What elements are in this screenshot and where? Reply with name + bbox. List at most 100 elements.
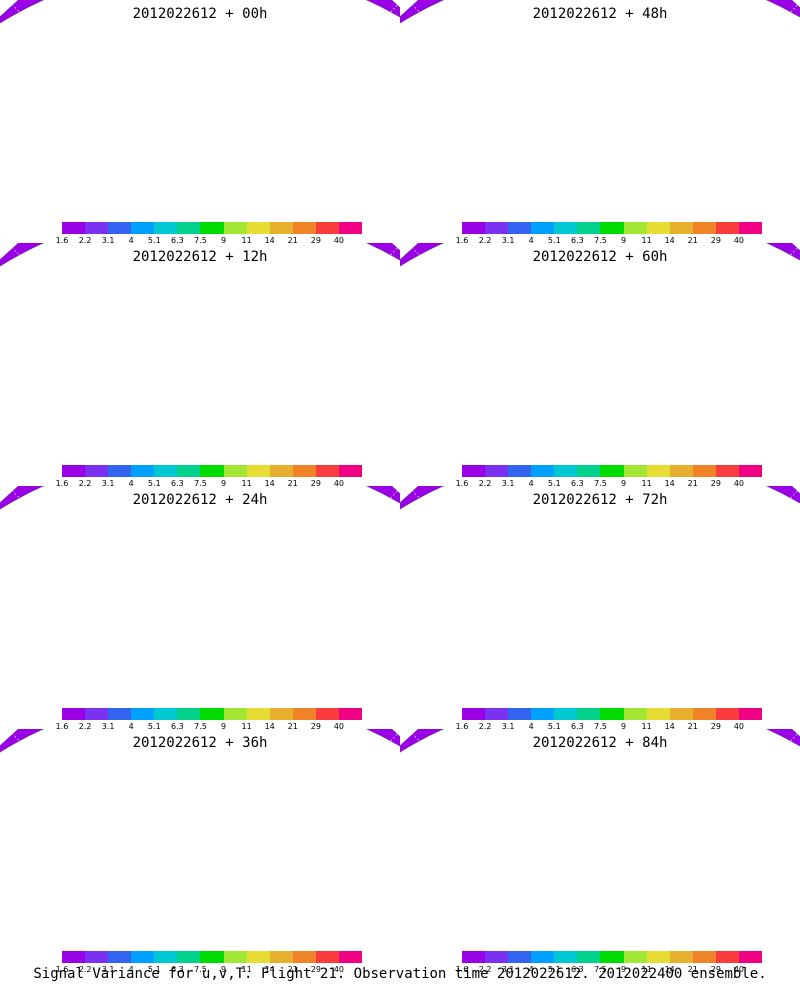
colorbar-tick-label: 9	[220, 965, 227, 974]
colorbar-labels: 1.6 2.2 3.1 4 5.1 6.3 7.5 9 11 14 21 29 40	[400, 236, 800, 246]
colorbar-swatch	[292, 222, 316, 234]
colorbar-swatch	[154, 708, 178, 720]
colorbar-swatch	[200, 708, 224, 720]
panel-title: 2012022612 + 36h	[132, 735, 268, 751]
colorbar-tick-label: 6.3	[571, 965, 584, 974]
colorbar-swatch	[646, 222, 670, 234]
colorbar-tick-label: 21	[687, 236, 698, 245]
colorbar-swatch	[669, 222, 693, 234]
colorbar-tick-label: 29	[710, 965, 721, 974]
colorbar-swatch	[338, 708, 363, 720]
colorbar-tick-label: 1.6	[55, 479, 69, 488]
colorbar-swatch	[338, 222, 363, 234]
colorbar-swatch	[485, 708, 509, 720]
colorbar-tick-label: 5.1	[147, 479, 161, 488]
colorbar-swatch	[646, 465, 670, 477]
colorbar-tick-label: 29	[310, 722, 321, 731]
colorbar-swatch	[108, 708, 132, 720]
colorbar	[62, 708, 363, 720]
colorbar-swatch	[85, 708, 109, 720]
colorbar-tick-label: 6.3	[571, 479, 584, 488]
colorbar-swatch	[200, 951, 224, 963]
colorbar-tick-label: 11	[241, 722, 252, 731]
colorbar-swatch	[223, 222, 247, 234]
colorbar-tick-label: 40	[733, 479, 745, 488]
colorbar	[462, 708, 763, 720]
colorbar-tick-label: 7.5	[194, 236, 207, 245]
colorbar-tick-label: 5.1	[547, 965, 561, 974]
colorbar-swatch	[108, 465, 132, 477]
colorbar-swatch	[577, 465, 601, 477]
colorbar-swatch	[692, 708, 716, 720]
colorbar-tick-label: 7.5	[594, 722, 607, 731]
colorbar-swatch	[692, 222, 716, 234]
colorbar-tick-label: 5.1	[147, 722, 161, 731]
colorbar-tick-label: 1.6	[455, 722, 469, 731]
colorbar-swatch	[485, 951, 509, 963]
colorbar-tick-label: 9	[220, 236, 227, 245]
colorbar-swatch	[600, 222, 624, 234]
colorbar-swatch	[177, 951, 201, 963]
colorbar-tick-label: 3.1	[101, 722, 115, 731]
colorbar-tick-label: 21	[687, 722, 698, 731]
colorbar-tick-label: 5.1	[547, 236, 561, 245]
colorbar	[62, 951, 363, 963]
colorbar-swatch	[338, 465, 363, 477]
colorbar-tick-label: 29	[710, 479, 721, 488]
colorbar-tick-label: 4	[128, 965, 134, 974]
colorbar-swatch	[315, 708, 339, 720]
colorbar-tick-label: 7.5	[594, 479, 607, 488]
colorbar-swatch	[131, 222, 155, 234]
colorbar-tick-label: 40	[333, 965, 345, 974]
colorbar-tick-label: 21	[287, 479, 298, 488]
colorbar-tick-label: 40	[733, 236, 745, 245]
colorbar-swatch	[738, 465, 763, 477]
colorbar-swatch	[554, 708, 578, 720]
colorbar-tick-label: 2.2	[478, 722, 492, 731]
map-panel: 2012022612 + 36h 1.6 2.2 3.1 4 5.1 6.3 7.5 9 11 14…	[0, 729, 400, 979]
colorbar-tick-label: 2.2	[478, 965, 492, 974]
colorbar-tick-label: 14	[264, 722, 275, 731]
colorbar-swatch	[669, 951, 693, 963]
colorbar-swatch	[692, 465, 716, 477]
colorbar-swatch	[131, 708, 155, 720]
colorbar-tick-label: 29	[310, 236, 321, 245]
colorbar-swatch	[646, 951, 670, 963]
colorbar-tick-label: 11	[641, 479, 652, 488]
colorbar-tick-label: 9	[220, 479, 227, 488]
colorbar-tick-label: 6.3	[171, 722, 184, 731]
colorbar-swatch	[62, 465, 86, 477]
forecast-map	[0, 486, 400, 579]
colorbar-swatch	[200, 465, 224, 477]
panel-title: 2012022612 + 72h	[532, 492, 668, 508]
colorbar-swatch	[200, 222, 224, 234]
colorbar-swatch	[738, 708, 763, 720]
colorbar-swatch	[554, 951, 578, 963]
colorbar-tick-label: 3.1	[101, 965, 115, 974]
colorbar-tick-label: 11	[641, 722, 652, 731]
forecast-map	[400, 0, 800, 93]
colorbar-tick-label: 1.6	[55, 722, 69, 731]
colorbar-swatch	[600, 951, 624, 963]
colorbar-swatch	[738, 222, 763, 234]
colorbar-tick-label: 29	[710, 236, 721, 245]
colorbar-tick-label: 7.5	[194, 965, 207, 974]
colorbar-swatch	[85, 465, 109, 477]
colorbar-tick-label: 3.1	[101, 236, 115, 245]
colorbar-tick-label: 3.1	[501, 722, 515, 731]
colorbar-tick-label: 1.6	[55, 965, 69, 974]
colorbar-swatch	[292, 708, 316, 720]
colorbar-tick-label: 2.2	[78, 722, 92, 731]
colorbar-tick-label: 29	[310, 965, 321, 974]
panel-title: 2012022612 + 24h	[132, 492, 268, 508]
map-panel: 2012022612 + 84h 1.6 2.2 3.1 4 5.1 6.3 7.5 9 11 14…	[400, 729, 800, 979]
colorbar-tick-label: 6.3	[571, 236, 584, 245]
colorbar-tick-label: 11	[641, 965, 652, 974]
colorbar-swatch	[246, 951, 270, 963]
colorbar-tick-label: 9	[620, 965, 627, 974]
colorbar-tick-label: 3.1	[101, 479, 115, 488]
colorbar-tick-label: 6.3	[171, 236, 184, 245]
forecast-map	[0, 0, 400, 93]
colorbar-swatch	[577, 951, 601, 963]
